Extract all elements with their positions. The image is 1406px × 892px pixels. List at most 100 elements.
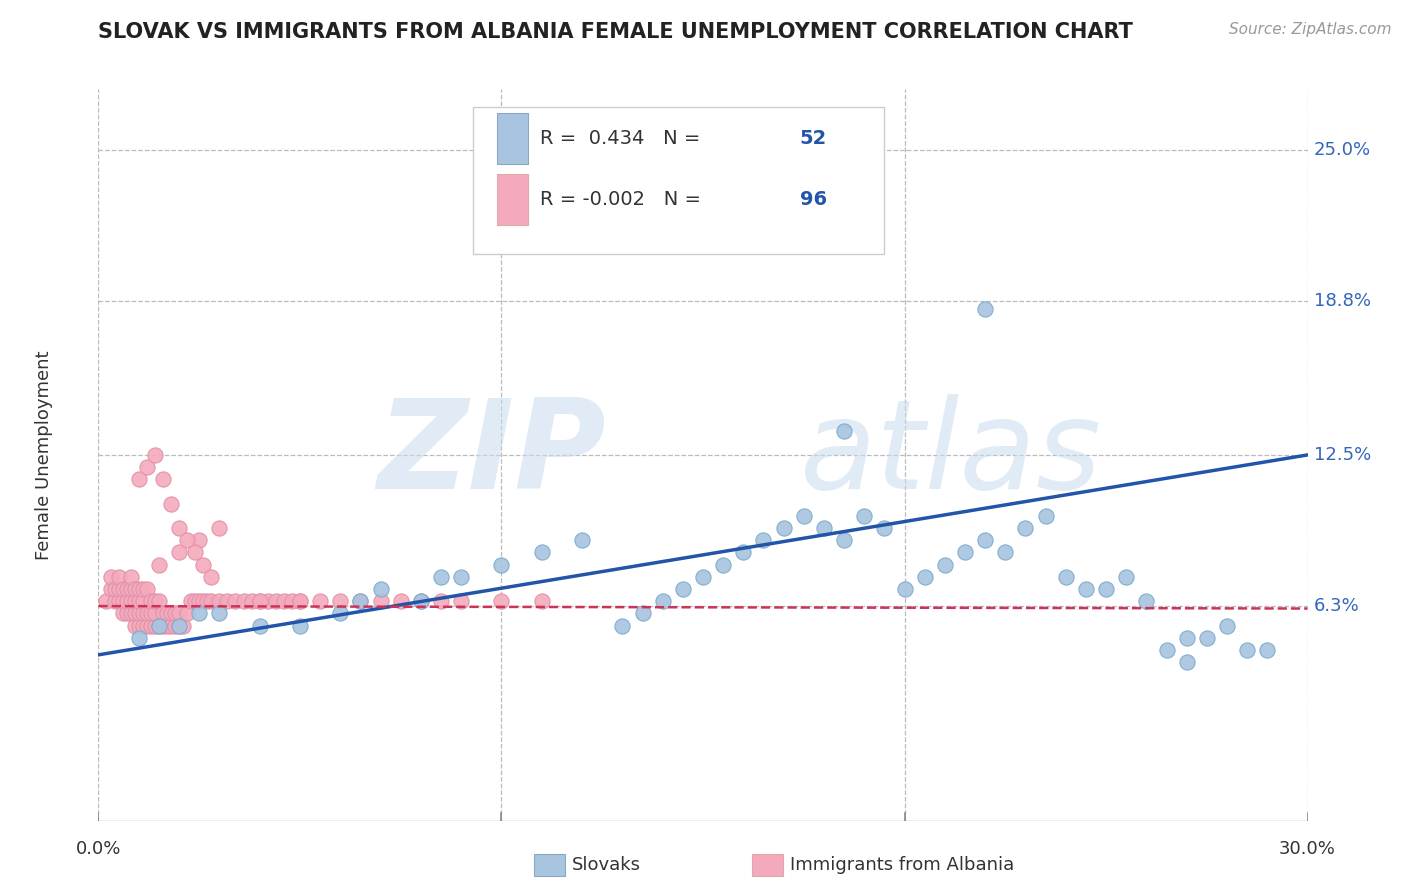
Point [132,607,155,621]
Point [148,594,170,608]
Point [1175,631,1198,645]
Point [193,594,215,608]
Point [176,533,198,548]
Point [152,618,174,632]
Point [111,594,134,608]
Point [1014,521,1036,535]
Point [288,594,311,608]
Point [571,533,593,548]
Text: 6.3%: 6.3% [1313,597,1360,615]
Point [143,448,166,462]
Point [188,533,211,548]
Point [389,594,412,608]
Point [530,594,553,608]
Point [111,582,134,596]
Point [128,594,150,608]
Point [135,460,157,475]
Point [124,618,146,632]
Point [167,618,190,632]
Point [217,594,239,608]
Point [180,594,202,608]
Point [224,594,246,608]
Point [1074,582,1097,596]
Point [200,570,222,584]
Text: 52: 52 [800,128,827,148]
Point [288,618,311,632]
Text: Slovaks: Slovaks [572,856,641,874]
Point [273,594,295,608]
Point [128,618,150,632]
Point [329,594,352,608]
Point [309,594,332,608]
Point [672,582,695,596]
Point [1156,643,1178,657]
Point [264,594,287,608]
Text: 96: 96 [800,190,827,209]
Point [752,533,775,548]
Point [111,607,134,621]
Point [256,594,278,608]
Point [128,631,150,645]
Text: 30.0%: 30.0% [1279,840,1336,858]
Point [167,521,190,535]
Point [974,301,997,316]
Point [143,607,166,621]
Point [139,594,162,608]
Text: Source: ZipAtlas.com: Source: ZipAtlas.com [1229,22,1392,37]
Point [530,545,553,559]
Point [240,594,263,608]
Point [450,570,472,584]
Point [135,582,157,596]
Point [163,607,186,621]
Point [148,618,170,632]
Point [409,594,432,608]
Text: ZIP: ZIP [378,394,606,516]
Point [107,594,129,608]
Point [184,594,207,608]
Point [430,594,453,608]
Point [135,607,157,621]
Bar [498,174,527,225]
Point [430,570,453,584]
Text: Immigrants from Albania: Immigrants from Albania [790,856,1014,874]
Point [208,607,231,621]
Point [139,607,162,621]
Point [491,594,513,608]
Point [184,545,207,559]
Point [711,558,734,572]
Point [200,594,222,608]
Point [853,508,876,523]
Point [370,582,392,596]
Point [128,607,150,621]
Point [1256,643,1278,657]
Point [450,594,472,608]
Point [832,533,855,548]
Point [120,594,142,608]
Point [188,607,211,621]
Point [329,607,352,621]
Point [115,594,138,608]
Text: 12.5%: 12.5% [1313,446,1371,464]
Point [953,545,976,559]
Point [349,594,371,608]
Point [249,618,271,632]
Text: 18.8%: 18.8% [1313,293,1371,310]
Point [370,594,392,608]
Point [208,521,231,535]
Point [208,594,231,608]
Point [733,545,755,559]
Text: R = -0.002   N =: R = -0.002 N = [540,190,707,209]
Point [152,607,174,621]
Point [103,582,125,596]
Point [167,545,190,559]
Point [96,594,118,608]
Point [249,594,271,608]
Point [612,618,634,632]
Point [148,618,170,632]
Point [124,594,146,608]
Point [143,594,166,608]
Point [288,594,311,608]
Point [195,594,218,608]
Point [491,558,513,572]
Bar [498,112,527,164]
